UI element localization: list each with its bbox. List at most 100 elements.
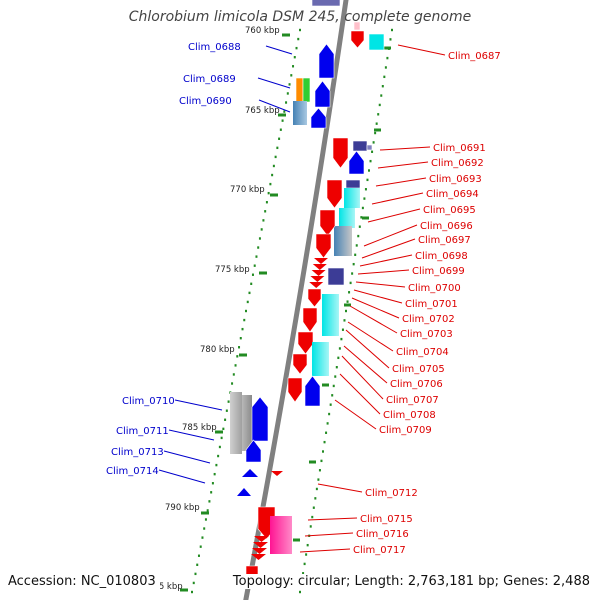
gene-label-right: Clim_0696 — [420, 221, 473, 232]
gene-label-right: Clim_0693 — [429, 174, 482, 185]
kbp-label: 795 kbp — [148, 582, 183, 592]
minor-tick-inner — [199, 545, 202, 548]
minor-tick-outer — [389, 38, 392, 41]
minor-tick-inner — [283, 110, 286, 113]
minor-tick-inner — [217, 454, 220, 458]
minor-tick-inner — [222, 427, 225, 431]
minor-tick-outer — [328, 412, 331, 416]
minor-tick-inner — [276, 146, 279, 150]
gene-label-left: Clim_0711 — [116, 426, 169, 437]
major-tick — [293, 538, 300, 542]
leader-line-right — [341, 355, 384, 400]
minor-tick-outer — [325, 431, 328, 434]
gene-arrow-red — [297, 331, 314, 355]
minor-tick-outer — [348, 291, 351, 294]
gene-label-right: Clim_0702 — [402, 314, 455, 325]
minor-tick-outer — [315, 487, 318, 491]
minor-tick-inner — [197, 554, 200, 557]
minor-tick-inner — [203, 527, 206, 530]
minor-tick-outer — [329, 403, 332, 406]
minor-tick-inner — [253, 264, 256, 267]
minor-tick-inner — [248, 291, 251, 295]
minor-tick-inner — [288, 83, 291, 86]
minor-tick-outer — [352, 262, 355, 266]
minor-tick-outer — [337, 356, 340, 360]
slate-feature — [345, 179, 361, 189]
minor-tick-inner — [251, 273, 254, 276]
magenta-feature — [270, 516, 292, 554]
major-tick — [362, 216, 369, 220]
cyan-feature — [339, 208, 355, 228]
leader-line-right — [347, 321, 394, 352]
minor-tick-outer — [369, 159, 372, 163]
gene-label-right: Clim_0715 — [360, 514, 413, 525]
minor-tick-outer — [334, 375, 337, 378]
tick-marks — [180, 28, 393, 594]
minor-tick-inner — [191, 590, 193, 594]
minor-tick-outer — [371, 150, 374, 153]
kbp-label: 770 kbp — [230, 185, 265, 195]
minor-tick-inner — [218, 445, 221, 449]
gray-feature — [230, 392, 242, 454]
minor-tick-outer — [374, 131, 377, 135]
minor-tick-inner — [285, 101, 288, 104]
gene-arrow-blue — [314, 80, 331, 108]
leader-line-right — [371, 192, 424, 205]
gene-chevron-red — [251, 554, 266, 560]
accession-text: Accession: NC_010803 — [8, 574, 160, 589]
minor-tick-inner — [206, 509, 209, 512]
minor-tick-inner — [279, 128, 282, 131]
gene-label-left: Clim_0714 — [106, 466, 159, 477]
slate-feature — [327, 267, 345, 286]
gene-label-right: Clim_0698 — [415, 251, 468, 262]
minor-tick-inner — [236, 355, 239, 358]
gene-chevron-red — [311, 270, 326, 276]
minor-tick-outer — [354, 253, 357, 256]
gene-label-right: Clim_0707 — [386, 395, 439, 406]
minor-tick-inner — [299, 28, 301, 32]
minor-tick-inner — [272, 164, 275, 168]
minor-tick-inner — [215, 463, 218, 467]
slate-feature — [352, 140, 368, 152]
minor-tick-inner — [208, 500, 211, 503]
cyan-feature — [368, 33, 385, 51]
gene-label-right: Clim_0712 — [365, 488, 418, 499]
slate-feature — [366, 144, 373, 151]
kbp-label: 785 kbp — [182, 423, 217, 433]
leader-line-right — [307, 517, 358, 521]
minor-tick-outer — [318, 469, 321, 472]
minor-tick-outer — [341, 328, 344, 331]
gene-chevron-red — [310, 276, 325, 282]
minor-tick-inner — [290, 74, 293, 77]
minor-tick-inner — [204, 518, 207, 521]
minor-tick-outer — [309, 525, 312, 528]
gene-arrow-red — [292, 353, 308, 375]
gene-label-right: Clim_0716 — [356, 529, 409, 540]
minor-tick-outer — [366, 178, 369, 182]
gene-arrow-red — [287, 377, 303, 403]
minor-tick-outer — [331, 394, 334, 397]
kbp-label: 790 kbp — [165, 503, 200, 513]
minor-tick-inner — [292, 65, 295, 68]
minor-tick-inner — [269, 182, 272, 186]
gene-chevron-red — [312, 264, 327, 270]
gene-arrow-red — [307, 288, 322, 308]
minor-tick-inner — [220, 436, 223, 440]
minor-tick-outer — [332, 384, 335, 388]
minor-tick-outer — [303, 562, 306, 566]
gene-label-right: Clim_0704 — [396, 347, 449, 358]
major-tick — [374, 128, 381, 132]
gene-label-right: Clim_0697 — [418, 235, 471, 246]
minor-tick-inner — [260, 228, 263, 231]
gene-label-left: Clim_0689 — [183, 74, 236, 85]
minor-tick-inner — [258, 237, 261, 240]
gene-label-right: Clim_0706 — [390, 379, 443, 390]
minor-tick-outer — [377, 113, 380, 116]
minor-tick-outer — [383, 75, 386, 79]
leader-line-right — [379, 146, 431, 151]
kbp-label: 775 kbp — [215, 265, 250, 275]
leader-line-right — [351, 297, 400, 319]
minor-tick-outer — [346, 300, 349, 303]
minor-tick-outer — [345, 309, 347, 313]
gene-chevron-red — [252, 548, 267, 554]
